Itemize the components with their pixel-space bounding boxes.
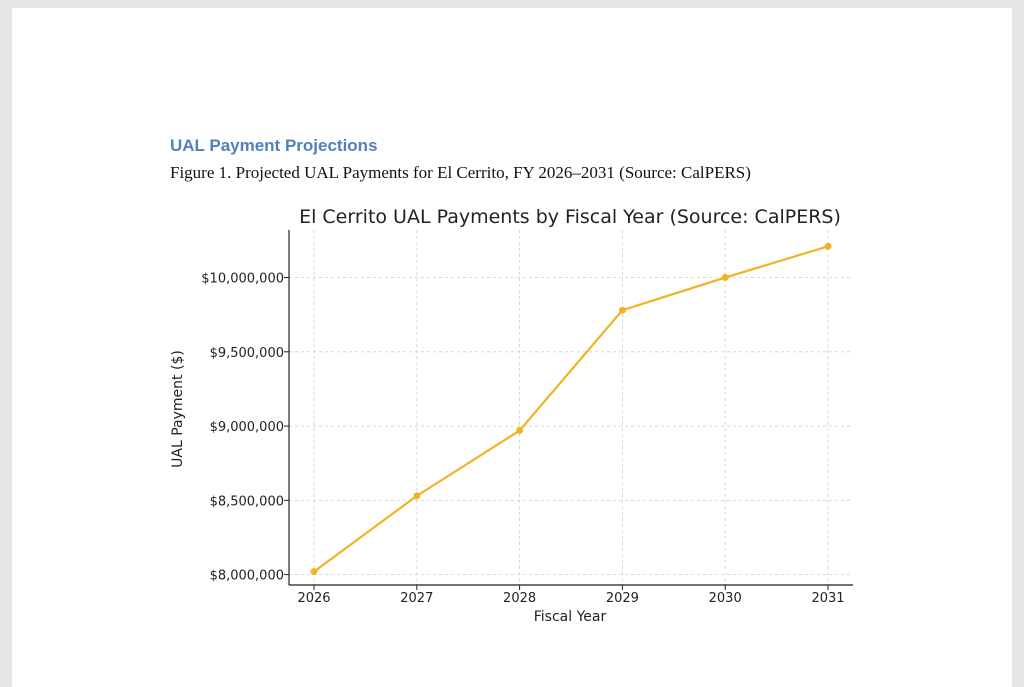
y-tick-label: $8,500,000 [210, 494, 284, 509]
chart-title: El Cerrito UAL Payments by Fiscal Year (… [299, 206, 841, 228]
data-point [618, 306, 626, 314]
x-axis-label: Fiscal Year [534, 609, 607, 625]
data-point [516, 427, 524, 435]
data-point [721, 274, 729, 282]
y-tick-label: $8,000,000 [210, 569, 284, 584]
y-axis-ticks: $8,000,000 $8,500,000 $9,000,000 $9,500,000… [201, 272, 289, 584]
data-point [413, 492, 421, 500]
x-tick-label: 2029 [606, 591, 639, 606]
x-axis-ticks: 2026 2027 2028 2029 2030 2031 [297, 585, 845, 606]
data-point [310, 568, 318, 576]
series-ual-payment [310, 242, 832, 576]
series-line [313, 245, 829, 573]
figure-caption: Figure 1. Projected UAL Payments for El … [170, 163, 751, 182]
x-tick-label: 2027 [400, 591, 433, 606]
y-tick-label: $9,000,000 [210, 420, 284, 435]
chart-grid [289, 230, 853, 585]
x-tick-label: 2026 [297, 591, 330, 606]
y-axis-label: UAL Payment ($) [170, 350, 186, 468]
chart-axes [288, 230, 853, 586]
x-tick-label: 2028 [503, 591, 536, 606]
x-tick-label: 2031 [811, 591, 844, 606]
data-point [824, 242, 832, 250]
section-heading: UAL Payment Projections [170, 136, 378, 155]
y-tick-label: $10,000,000 [201, 272, 284, 287]
document-page: UAL Payment Projections Figure 1. Projec… [12, 8, 1012, 687]
y-tick-label: $9,500,000 [210, 346, 284, 361]
x-tick-label: 2030 [709, 591, 742, 606]
